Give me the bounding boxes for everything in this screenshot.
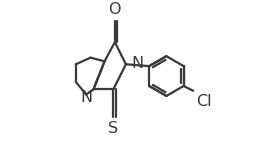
Text: O: O bbox=[109, 2, 121, 17]
Text: N: N bbox=[131, 56, 143, 71]
Text: N: N bbox=[81, 90, 93, 105]
Text: S: S bbox=[108, 121, 118, 136]
Text: Cl: Cl bbox=[196, 94, 212, 109]
